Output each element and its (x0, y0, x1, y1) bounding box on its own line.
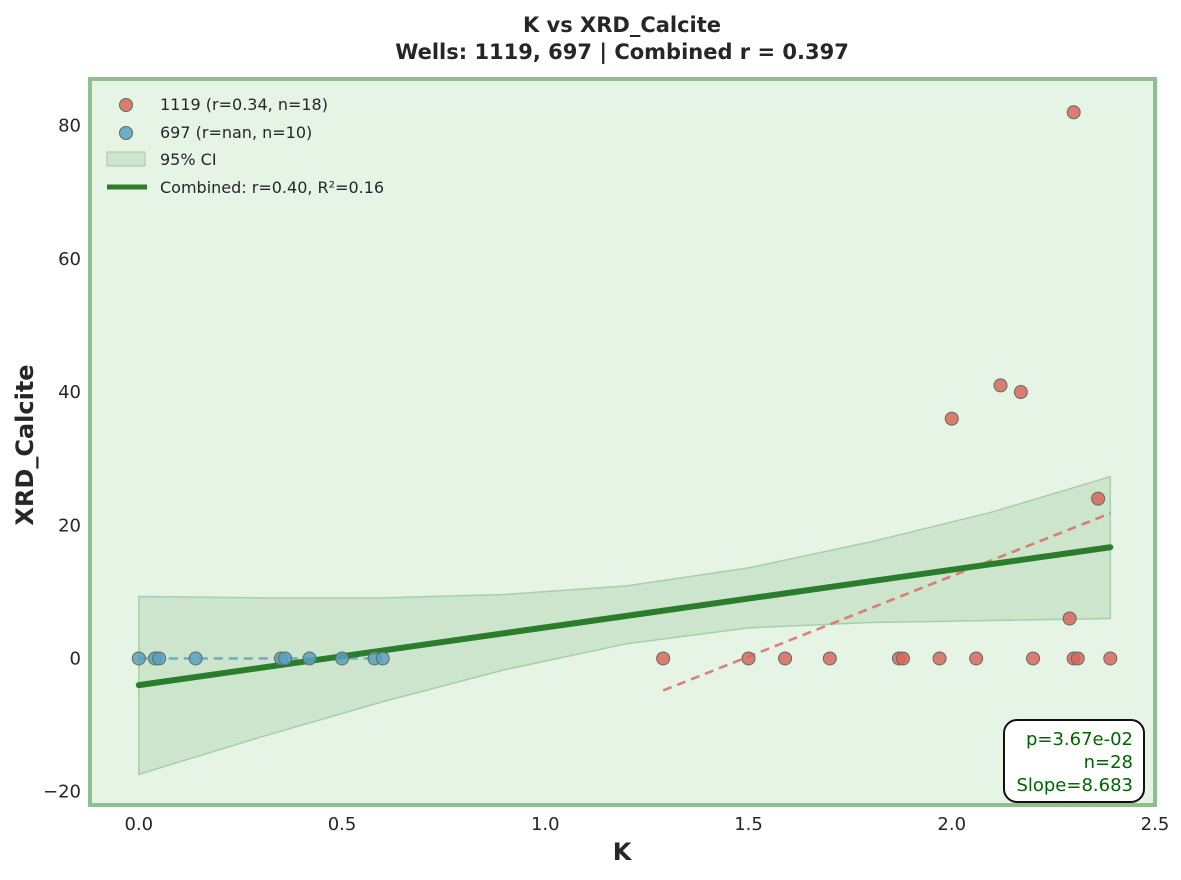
stats-box-frame (1003, 719, 1145, 803)
data-point-series-1 (131, 651, 146, 666)
data-point-series-1 (375, 651, 390, 666)
data-point-series-0 (1091, 491, 1106, 506)
data-point-series-0 (1026, 651, 1041, 666)
legend-label-697: 697 (r=nan, n=10) (160, 123, 312, 142)
legend-marker-697 (119, 126, 133, 140)
data-point-series-1 (302, 651, 317, 666)
legend-marker-1119 (119, 98, 133, 112)
x-tick-label: 2.0 (937, 814, 966, 835)
y-axis-ticks: −20 0 20 40 60 80 (43, 116, 81, 803)
legend: 1119 (r=0.34, n=18) 697 (r=nan, n=10) 95… (106, 95, 384, 197)
stats-p-value: p=3.67e-02 (1026, 729, 1133, 750)
legend-ci-swatch (106, 151, 146, 167)
y-axis-label: XRD_Calcite (11, 364, 39, 525)
data-point-series-0 (969, 651, 984, 666)
data-point-series-0 (932, 651, 947, 666)
data-point-series-1 (278, 651, 293, 666)
data-point-series-1 (188, 651, 203, 666)
data-point-series-0 (1066, 105, 1081, 120)
data-point-series-0 (741, 651, 756, 666)
y-tick-label: 0 (70, 648, 81, 669)
data-point-series-0 (1103, 651, 1118, 666)
x-tick-label: 1.5 (734, 814, 763, 835)
ci-layer (138, 475, 1112, 776)
data-point-series-1 (335, 651, 350, 666)
x-tick-label: 0.5 (328, 814, 357, 835)
y-tick-label: −20 (43, 782, 81, 803)
legend-label-ci: 95% CI (160, 150, 217, 169)
stats-n: n=28 (1084, 752, 1133, 773)
data-point-series-0 (944, 411, 959, 426)
y-tick-label: 20 (58, 515, 81, 536)
data-point-series-0 (822, 651, 837, 666)
data-point-series-0 (1062, 611, 1077, 626)
combined-regression-line (135, 544, 1114, 689)
y-tick-label: 40 (58, 382, 81, 403)
x-tick-label: 2.5 (1141, 814, 1170, 835)
chart-subtitle: Wells: 1119, 697 | Combined r = 0.397 (395, 40, 849, 65)
chart-title: K vs XRD_Calcite (523, 13, 721, 37)
points-layer (131, 105, 1118, 666)
legend-label-1119: 1119 (r=0.34, n=18) (160, 95, 328, 114)
x-axis-ticks: 0.0 0.5 1.0 1.5 2.0 2.5 (124, 814, 1169, 835)
data-point-series-0 (656, 651, 671, 666)
data-point-series-0 (778, 651, 793, 666)
stats-slope: Slope=8.683 (1016, 775, 1133, 796)
data-point-series-0 (993, 378, 1008, 393)
data-point-series-0 (1070, 651, 1085, 666)
data-point-series-0 (895, 651, 910, 666)
data-point-series-1 (152, 651, 167, 666)
legend-label-combined: Combined: r=0.40, R²=0.16 (160, 178, 384, 197)
y-tick-label: 60 (58, 249, 81, 270)
plot-frame (88, 77, 1157, 807)
y-tick-label: 80 (58, 116, 81, 137)
ci-band (138, 475, 1112, 776)
x-tick-label: 1.0 (531, 814, 560, 835)
x-tick-label: 0.0 (124, 814, 153, 835)
fit-line-series-0 (662, 512, 1111, 692)
combined-layer (135, 544, 1114, 689)
data-point-series-0 (1013, 385, 1028, 400)
x-axis-label: K (613, 838, 633, 866)
stats-box: p=3.67e-02 n=28 Slope=8.683 (1003, 719, 1145, 803)
